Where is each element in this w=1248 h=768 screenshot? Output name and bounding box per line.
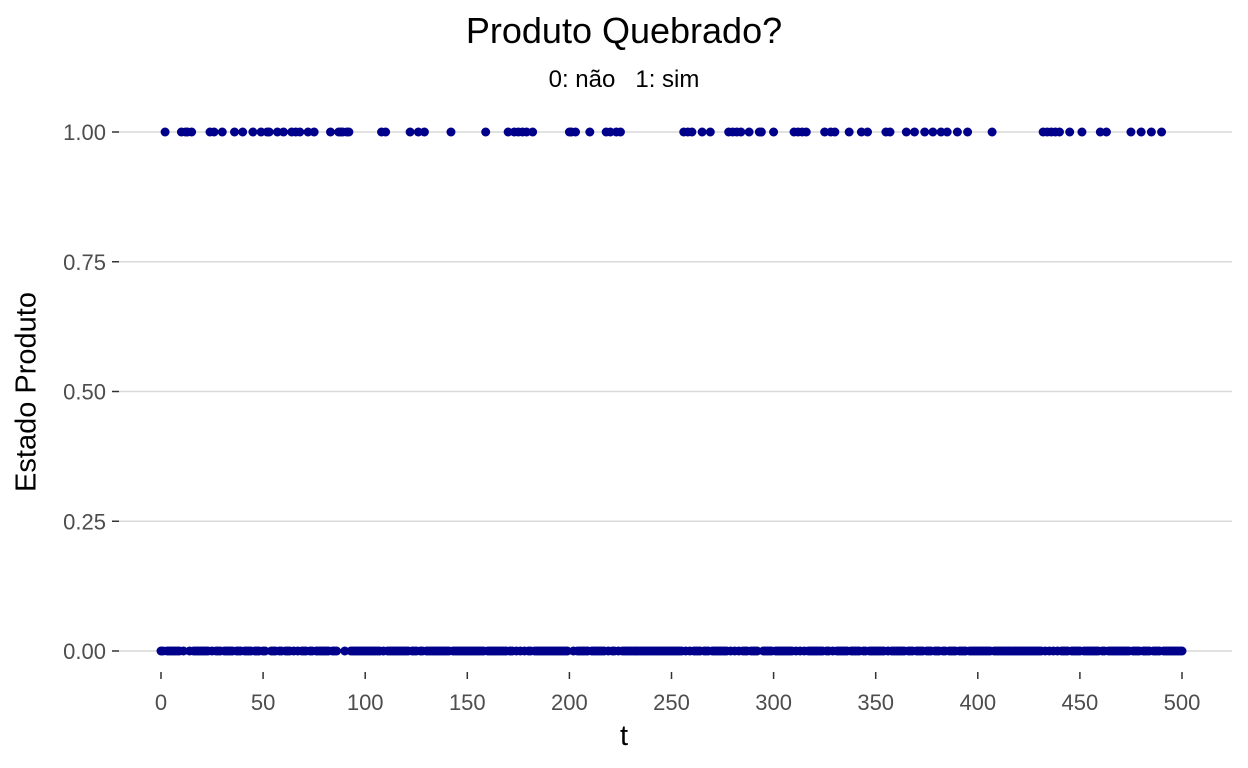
point-broken (736, 127, 746, 137)
point-broken (481, 127, 491, 137)
y-tick-label: 0.50 (63, 380, 106, 405)
point-broken (769, 127, 779, 137)
point-broken (1126, 127, 1136, 137)
point-broken (344, 127, 354, 137)
point-broken (160, 127, 170, 137)
point-broken (1146, 127, 1156, 137)
x-tick-label: 150 (449, 690, 486, 715)
point-broken (1136, 127, 1146, 137)
point-broken (325, 127, 335, 137)
point-broken (1065, 127, 1075, 137)
point-broken (295, 127, 305, 137)
point-ok (332, 646, 342, 656)
point-broken (801, 127, 811, 137)
point-broken (238, 127, 248, 137)
point-broken (963, 127, 973, 137)
point-broken (279, 127, 289, 137)
point-broken (419, 127, 429, 137)
x-tick-label: 450 (1062, 690, 1099, 715)
x-tick-label: 250 (653, 690, 690, 715)
point-broken (952, 127, 962, 137)
x-tick-label: 300 (755, 690, 792, 715)
point-broken (863, 127, 873, 137)
point-broken (405, 127, 415, 137)
point-broken (885, 127, 895, 137)
x-axis-label: t (619, 720, 629, 752)
point-broken (230, 127, 240, 137)
point-broken (901, 127, 911, 137)
point-broken (987, 127, 997, 137)
chart-subtitle: 0: não 1: sim (548, 66, 700, 93)
x-tick-label: 100 (347, 690, 384, 715)
point-broken (942, 127, 952, 137)
point-broken (920, 127, 930, 137)
point-broken (1101, 127, 1111, 137)
point-broken (187, 127, 197, 137)
point-broken (697, 127, 707, 137)
point-broken (756, 127, 766, 137)
point-broken (446, 127, 456, 137)
point-broken (381, 127, 391, 137)
point-broken (928, 127, 938, 137)
point-broken (830, 127, 840, 137)
point-broken (528, 127, 538, 137)
chart-title: Produto Quebrado? (465, 10, 783, 51)
point-broken (309, 127, 319, 137)
x-tick-label: 350 (857, 690, 894, 715)
point-broken (844, 127, 854, 137)
point-broken (705, 127, 715, 137)
point-broken (1054, 127, 1064, 137)
point-broken (1157, 127, 1167, 137)
point-broken (585, 127, 595, 137)
point-broken (209, 127, 219, 137)
y-tick-label: 0.00 (63, 639, 106, 664)
y-tick-label: 0.75 (63, 250, 106, 275)
point-broken (909, 127, 919, 137)
point-broken (571, 127, 581, 137)
point-broken (264, 127, 274, 137)
point-broken (217, 127, 227, 137)
x-tick-label: 50 (251, 690, 275, 715)
x-tick-label: 200 (551, 690, 588, 715)
point-broken (248, 127, 258, 137)
x-tick-label: 400 (959, 690, 996, 715)
y-tick-label: 0.25 (63, 509, 106, 534)
x-tick-label: 0 (155, 690, 167, 715)
y-tick-label: 1.00 (63, 120, 106, 145)
point-broken (615, 127, 625, 137)
point-broken (687, 127, 697, 137)
point-ok (1177, 646, 1187, 656)
point-broken (744, 127, 754, 137)
x-tick-label: 500 (1164, 690, 1201, 715)
point-broken (1077, 127, 1087, 137)
